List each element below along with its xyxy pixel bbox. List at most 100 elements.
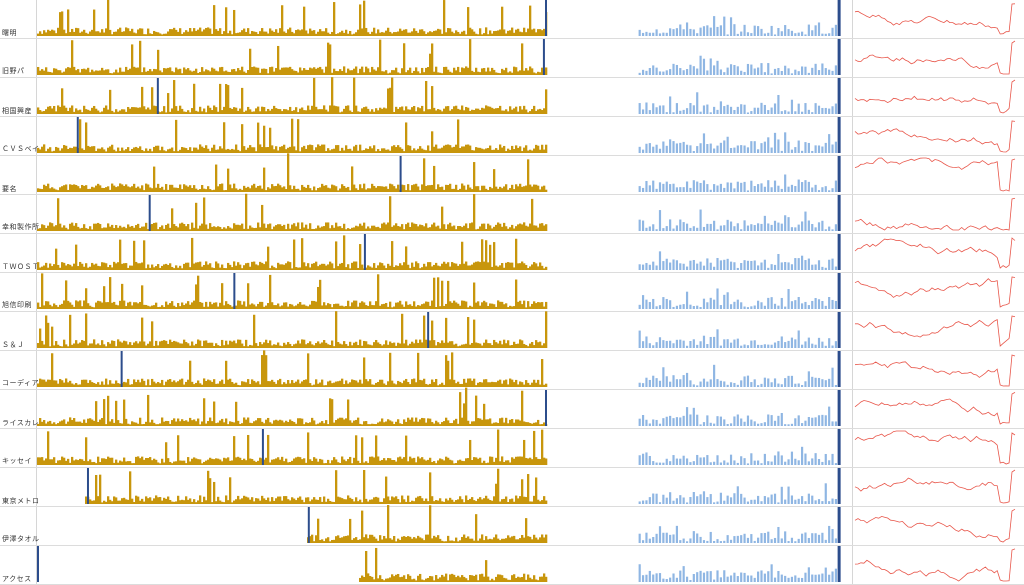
volume-bar <box>473 282 476 309</box>
stock-row[interactable]: キッセイ <box>0 429 1024 468</box>
recent-volume-bar <box>689 462 692 465</box>
volume-bar <box>255 227 258 231</box>
volume-bar <box>379 575 382 582</box>
volume-bar <box>447 457 450 465</box>
stock-row[interactable]: ライスカレ <box>0 387 1024 429</box>
volume-bar <box>111 224 114 231</box>
volume-bar <box>141 72 144 75</box>
recent-volume-bar <box>834 65 838 75</box>
volume-bar <box>295 70 298 75</box>
volume-bar <box>49 304 52 309</box>
volume-bar <box>75 223 78 231</box>
stock-row[interactable]: 幸和製作所 <box>0 193 1024 234</box>
volume-bar <box>327 537 330 543</box>
volume-bar <box>441 501 444 504</box>
recent-volume-bar <box>784 65 787 75</box>
volume-bar <box>217 383 220 387</box>
recent-volume-bar <box>669 139 672 153</box>
volume-bar <box>249 48 252 75</box>
volume-bar <box>277 420 280 426</box>
recent-volume-bar <box>699 209 702 231</box>
volume-bar <box>103 107 106 114</box>
volume-bar <box>519 31 522 36</box>
stock-row[interactable]: ＴＷＯＳＴ <box>0 234 1024 273</box>
volume-bar <box>503 380 506 387</box>
volume-bar <box>45 301 48 309</box>
volume-bar <box>193 384 196 387</box>
recent-volume-bar <box>807 371 810 387</box>
stock-row[interactable]: 相国興産 <box>0 77 1024 117</box>
volume-bar <box>521 151 524 153</box>
recent-volume-bar <box>787 541 790 543</box>
recent-volume-bar <box>699 494 702 504</box>
volume-bar <box>515 226 518 231</box>
stock-row[interactable]: 曙明 <box>0 0 1024 39</box>
volume-bar <box>355 537 358 543</box>
volume-bar <box>317 67 320 75</box>
volume-bar <box>437 109 440 114</box>
recent-volume-bar <box>736 486 739 504</box>
stock-row[interactable]: 旧野パ <box>0 39 1024 78</box>
volume-bar <box>509 30 512 36</box>
volume-bar <box>507 111 510 114</box>
recent-volume-bar <box>689 64 692 75</box>
volume-bar <box>365 551 368 582</box>
volume-bar <box>351 111 354 114</box>
volume-bar <box>219 226 222 231</box>
volume-bar <box>257 460 260 465</box>
volume-bar <box>157 49 160 75</box>
volume-bar <box>389 31 392 36</box>
volume-bar <box>69 417 72 426</box>
recent-volume-bar <box>814 417 817 426</box>
volume-bar <box>315 190 318 192</box>
recent-volume-bar <box>763 33 766 36</box>
volume-bar <box>459 72 462 75</box>
volume-bar <box>495 186 498 192</box>
volume-bar <box>515 67 518 75</box>
volume-bar <box>313 345 316 348</box>
stock-row[interactable]: アクセス <box>0 546 1024 585</box>
recent-volume-bar <box>770 415 773 426</box>
recent-volume-bar <box>641 264 645 270</box>
recent-volume-bar <box>770 224 773 231</box>
volume-bar <box>65 227 68 231</box>
volume-bar <box>135 456 138 465</box>
volume-bar <box>81 306 84 309</box>
stock-row[interactable]: 伊澤タオル <box>0 505 1024 546</box>
stock-row[interactable]: 旭信印刷 <box>0 273 1024 312</box>
volume-bar <box>193 499 196 504</box>
volume-bar <box>119 460 122 465</box>
volume-bar <box>403 43 406 75</box>
volume-bar <box>133 379 136 387</box>
volume-bar <box>91 69 94 75</box>
volume-bar <box>379 186 382 192</box>
recent-volume-bar <box>706 25 709 36</box>
volume-bar <box>157 32 160 36</box>
volume-bar <box>465 495 468 504</box>
stock-row[interactable]: ＣＶＳベイ <box>0 117 1024 156</box>
volume-bar <box>165 224 168 231</box>
price-sparkline-chart <box>854 548 1016 582</box>
stock-row[interactable]: Ｓ＆Ｊ <box>0 311 1024 351</box>
volume-bar <box>207 70 210 75</box>
stock-row[interactable]: コーディア <box>0 350 1024 390</box>
volume-bar <box>403 229 406 231</box>
volume-bar <box>537 266 540 270</box>
volume-bar <box>125 184 128 192</box>
recent-volume-bar <box>682 304 685 309</box>
volume-bar <box>93 264 96 270</box>
volume-bar <box>95 31 98 36</box>
volume-bar <box>137 67 140 75</box>
volume-bar <box>455 144 458 153</box>
volume-bar <box>95 108 98 114</box>
stock-row[interactable]: 東京メトロ <box>0 468 1024 507</box>
recent-volume-bar <box>760 28 763 36</box>
stock-row[interactable]: 要名 <box>0 153 1024 195</box>
volume-bar <box>169 339 172 348</box>
volume-bar <box>511 536 514 543</box>
recent-volume-bar <box>777 526 780 543</box>
recent-volume-bar <box>757 26 760 36</box>
volume-bar <box>101 67 104 75</box>
volume-bar <box>445 317 448 348</box>
recent-volume-bar <box>780 486 783 504</box>
